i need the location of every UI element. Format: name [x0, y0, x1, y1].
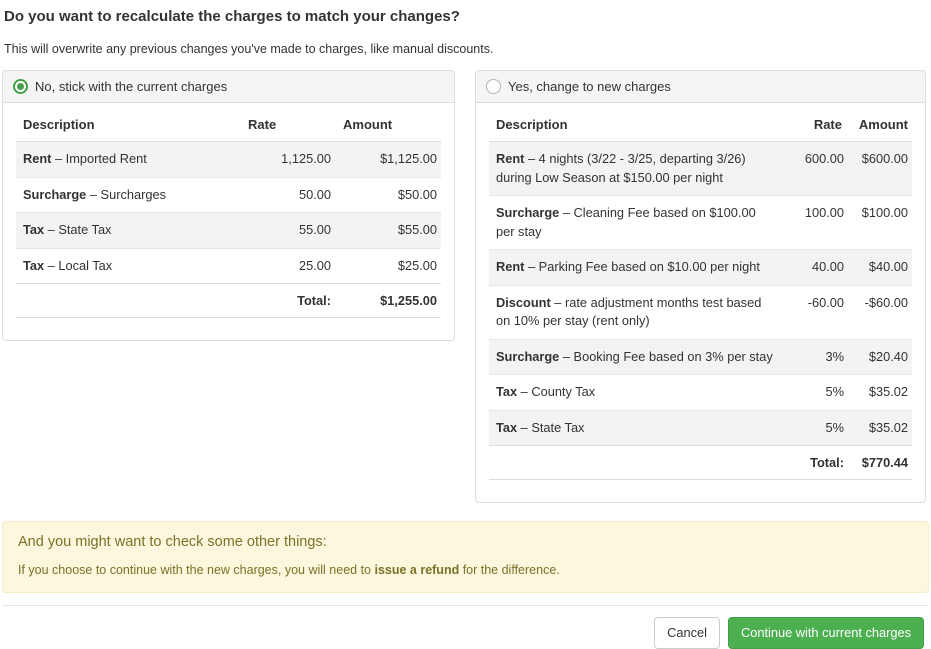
current-charges-panel: No, stick with the current charges Descr… [2, 70, 455, 342]
dialog-footer: Cancel Continue with current charges [2, 606, 929, 649]
cancel-button[interactable]: Cancel [654, 617, 720, 649]
warning-body: If you choose to continue with the new c… [18, 563, 560, 578]
charge-description: Tax – State Tax [16, 212, 236, 249]
charge-row: Tax – Local Tax 25.00 $25.00 [16, 247, 441, 284]
page-title: Do you want to recalculate the charges t… [4, 8, 460, 25]
charge-row: Tax – County Tax 5% $35.02 [489, 374, 912, 411]
charge-rate: -60.00 [786, 284, 844, 340]
charge-description: Surcharge – Cleaning Fee based on $100.0… [489, 195, 786, 250]
total-label: Total: [786, 445, 844, 481]
charge-row: Rent – Parking Fee based on $10.00 per n… [489, 249, 912, 286]
column-header-description: Description [16, 103, 236, 142]
charge-rate: 40.00 [786, 249, 844, 286]
new-charges-panel: Yes, change to new charges Description R… [475, 70, 926, 504]
option-new-charges-label: Yes, change to new charges [508, 79, 671, 94]
total-row: Total: $770.44 [489, 445, 912, 481]
column-header-amount: Amount [331, 103, 441, 142]
continue-with-current-charges-button[interactable]: Continue with current charges [727, 617, 924, 649]
new-charges-panel-body: Description Rate Amount Rent – 4 nights … [476, 103, 925, 502]
charge-row: Surcharge – Booking Fee based on 3% per … [489, 338, 912, 375]
option-current-charges[interactable]: No, stick with the current charges [3, 71, 454, 103]
charge-amount: $35.02 [844, 409, 912, 446]
charge-amount: $50.00 [331, 176, 441, 213]
charge-description: Surcharge – Booking Fee based on 3% per … [489, 338, 786, 375]
charge-row: Rent – Imported Rent 1,125.00 $1,125.00 [16, 141, 441, 178]
charge-row: Surcharge – Surcharges 50.00 $50.00 [16, 176, 441, 213]
new-charges-table: Description Rate Amount Rent – 4 nights … [489, 103, 912, 481]
charge-rate: 55.00 [236, 212, 331, 249]
charge-rate: 100.00 [786, 195, 844, 250]
charge-description: Tax – State Tax [489, 409, 786, 446]
column-header-description: Description [489, 103, 786, 142]
charge-rate: 5% [786, 374, 844, 411]
charge-amount: $1,125.00 [331, 141, 441, 178]
column-header-rate: Rate [786, 103, 844, 142]
charge-rate: 25.00 [236, 247, 331, 284]
radio-selected-icon[interactable] [13, 79, 28, 94]
charge-rate: 1,125.00 [236, 141, 331, 178]
page-subtitle: This will overwrite any previous changes… [4, 42, 494, 56]
warning-heading: And you might want to check some other t… [18, 534, 327, 551]
total-label: Total: [236, 283, 331, 319]
charge-row: Discount – rate adjustment months test b… [489, 284, 912, 340]
charge-row: Surcharge – Cleaning Fee based on $100.0… [489, 195, 912, 250]
charge-description: Discount – rate adjustment months test b… [489, 284, 786, 340]
total-amount: $770.44 [844, 445, 912, 481]
option-current-charges-label: No, stick with the current charges [35, 79, 228, 94]
total-amount: $1,255.00 [331, 283, 441, 319]
charge-rate: 3% [786, 338, 844, 375]
charge-rate: 50.00 [236, 176, 331, 213]
option-new-charges[interactable]: Yes, change to new charges [476, 71, 925, 103]
charge-description: Surcharge – Surcharges [16, 176, 236, 213]
charge-description: Rent – Imported Rent [16, 141, 236, 178]
column-header-amount: Amount [844, 103, 912, 142]
charge-amount: $25.00 [331, 247, 441, 284]
current-charges-panel-body: Description Rate Amount Rent – Imported … [3, 103, 454, 340]
radio-unselected-icon[interactable] [486, 79, 501, 94]
current-charges-table: Description Rate Amount Rent – Imported … [16, 103, 441, 319]
charge-rate: 5% [786, 409, 844, 446]
charge-amount: $55.00 [331, 212, 441, 249]
warning-box: And you might want to check some other t… [2, 521, 929, 594]
charge-description: Rent – 4 nights (3/22 - 3/25, departing … [489, 140, 786, 196]
charge-row: Tax – State Tax 5% $35.02 [489, 409, 912, 446]
charge-row: Tax – State Tax 55.00 $55.00 [16, 212, 441, 249]
issue-refund-emphasis: issue a refund [374, 563, 460, 578]
charge-amount: -$60.00 [844, 284, 912, 340]
charge-option-panels: No, stick with the current charges Descr… [2, 70, 929, 504]
charge-amount: $100.00 [844, 195, 912, 250]
charge-amount: $600.00 [844, 140, 912, 196]
charge-description: Rent – Parking Fee based on $10.00 per n… [489, 249, 786, 286]
charge-amount: $35.02 [844, 374, 912, 411]
charge-row: Rent – 4 nights (3/22 - 3/25, departing … [489, 140, 912, 196]
column-header-rate: Rate [236, 103, 331, 142]
total-row: Total: $1,255.00 [16, 283, 441, 319]
charge-amount: $40.00 [844, 249, 912, 286]
charge-amount: $20.40 [844, 338, 912, 375]
charge-description: Tax – County Tax [489, 374, 786, 411]
charge-description: Tax – Local Tax [16, 247, 236, 284]
charge-rate: 600.00 [786, 140, 844, 196]
